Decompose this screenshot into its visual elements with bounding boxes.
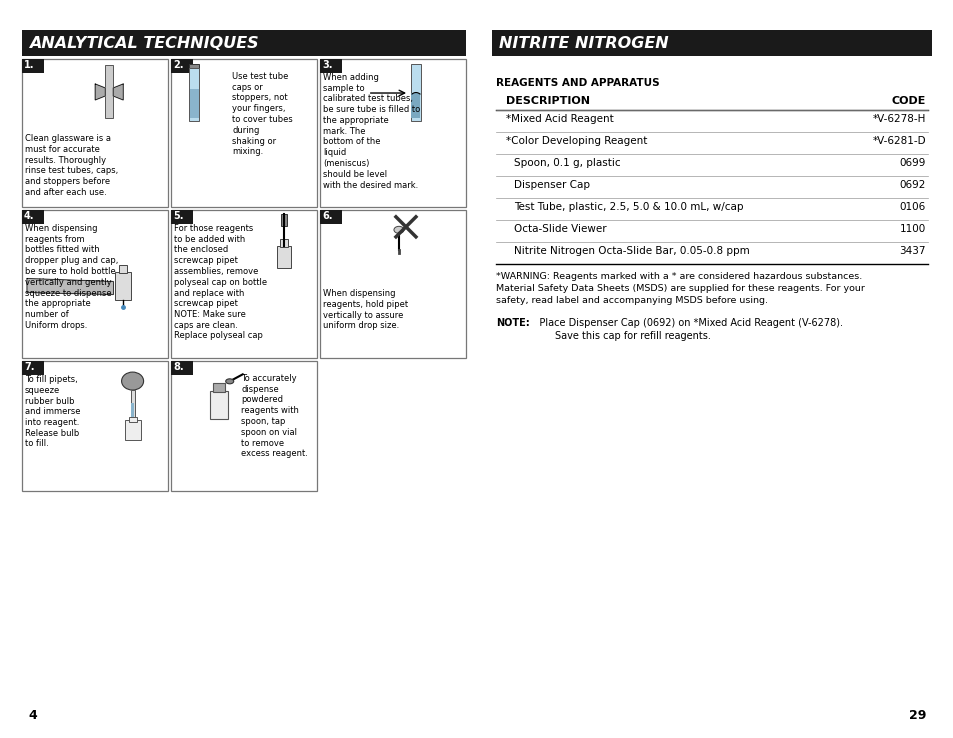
Text: When dispensing
reagents from
bottles fitted with
dropper plug and cap,
be sure : When dispensing reagents from bottles fi… — [25, 224, 118, 330]
Text: Clean glassware is a
must for accurate
results. Thoroughly
rinse test tubes, cap: Clean glassware is a must for accurate r… — [25, 134, 118, 197]
Bar — [411, 64, 420, 121]
Text: To fill pipets,
squeeze
rubber bulb
and immerse
into reagent.
Release bulb
to fi: To fill pipets, squeeze rubber bulb and … — [25, 375, 80, 449]
Text: 3437: 3437 — [899, 246, 925, 256]
Bar — [22, 59, 168, 207]
Text: 6.: 6. — [322, 211, 333, 221]
Bar — [131, 390, 134, 418]
Bar — [210, 391, 228, 419]
Bar — [277, 246, 291, 268]
Bar — [119, 264, 128, 272]
Text: 5.: 5. — [172, 211, 183, 221]
Text: CODE: CODE — [891, 96, 925, 106]
Bar — [411, 92, 420, 118]
Bar — [171, 59, 316, 207]
Text: 1.: 1. — [24, 60, 34, 70]
Ellipse shape — [226, 379, 233, 384]
Bar — [171, 59, 193, 73]
Text: Use test tube
caps or
stoppers, not
your fingers,
to cover tubes
during
shaking : Use test tube caps or stoppers, not your… — [233, 72, 293, 156]
Bar — [171, 361, 193, 375]
Bar — [319, 59, 341, 73]
Text: Spoon, 0.1 g, plastic: Spoon, 0.1 g, plastic — [514, 158, 620, 168]
Ellipse shape — [121, 372, 144, 390]
Bar — [190, 68, 199, 121]
Text: Dispenser Cap: Dispenser Cap — [514, 180, 589, 190]
Text: 0699: 0699 — [899, 158, 925, 168]
Text: ANALYTICAL TECHNIQUES: ANALYTICAL TECHNIQUES — [29, 35, 258, 50]
Bar — [22, 210, 168, 358]
Text: REAGENTS AND APPARATUS: REAGENTS AND APPARATUS — [496, 78, 659, 88]
Text: Octa-Slide Viewer: Octa-Slide Viewer — [514, 224, 606, 234]
Text: 7.: 7. — [24, 362, 34, 372]
Text: 3.: 3. — [322, 60, 333, 70]
Bar — [280, 238, 288, 246]
Text: *WARNING: Reagents marked with a * are considered hazardous substances.
Material: *WARNING: Reagents marked with a * are c… — [496, 272, 864, 305]
Bar — [22, 210, 44, 224]
Polygon shape — [27, 278, 113, 294]
Bar — [22, 30, 465, 56]
Polygon shape — [95, 84, 105, 100]
Text: 4.: 4. — [24, 211, 34, 221]
Text: DESCRIPTION: DESCRIPTION — [505, 96, 589, 106]
Bar — [171, 210, 316, 358]
Text: When dispensing
reagents, hold pipet
vertically to assure
uniform drop size.: When dispensing reagents, hold pipet ver… — [323, 289, 408, 331]
Text: Nitrite Nitrogen Octa-Slide Bar, 0.05-0.8 ppm: Nitrite Nitrogen Octa-Slide Bar, 0.05-0.… — [514, 246, 749, 256]
Text: 0106: 0106 — [899, 202, 925, 212]
Text: 0692: 0692 — [899, 180, 925, 190]
Bar — [213, 383, 225, 393]
Bar — [281, 214, 287, 226]
Bar — [319, 59, 465, 207]
Bar — [105, 65, 113, 118]
Polygon shape — [113, 84, 123, 100]
Text: NITRITE NITROGEN: NITRITE NITROGEN — [498, 35, 668, 50]
Text: NOTE:: NOTE: — [496, 318, 529, 328]
Text: 1100: 1100 — [899, 224, 925, 234]
Text: 29: 29 — [907, 709, 925, 722]
Bar — [190, 64, 199, 69]
Text: *V-6281-D: *V-6281-D — [871, 136, 925, 146]
Text: *Color Developing Reagent: *Color Developing Reagent — [505, 136, 647, 146]
Text: 4: 4 — [28, 709, 37, 722]
Bar — [22, 59, 44, 73]
Text: To accurately
dispense
powdered
reagents with
spoon, tap
spoon on vial
to remove: To accurately dispense powdered reagents… — [241, 374, 308, 458]
Text: *Mixed Acid Reagent: *Mixed Acid Reagent — [505, 114, 613, 124]
Bar — [125, 420, 140, 440]
Bar — [22, 361, 44, 375]
Bar — [171, 210, 193, 224]
Text: *V-6278-H: *V-6278-H — [872, 114, 925, 124]
Bar — [129, 417, 136, 422]
Text: When adding
sample to
calibrated test tubes,
be sure tube is filled to
the appro: When adding sample to calibrated test tu… — [323, 73, 420, 190]
Bar — [22, 361, 168, 491]
Bar — [319, 210, 341, 224]
Ellipse shape — [394, 227, 403, 233]
Text: 2.: 2. — [172, 60, 183, 70]
Bar — [319, 210, 465, 358]
Text: 8.: 8. — [172, 362, 183, 372]
Bar — [115, 272, 132, 300]
Bar — [171, 361, 316, 491]
Bar — [131, 403, 134, 417]
Bar — [190, 89, 199, 118]
Text: Place Dispenser Cap (0692) on *Mixed Acid Reagent (V-6278).
        Save this ca: Place Dispenser Cap (0692) on *Mixed Aci… — [530, 318, 842, 341]
Bar — [492, 30, 931, 56]
Text: For those reagents
to be added with
the enclosed
screwcap pipet
assemblies, remo: For those reagents to be added with the … — [173, 224, 267, 340]
Text: Test Tube, plastic, 2.5, 5.0 & 10.0 mL, w/cap: Test Tube, plastic, 2.5, 5.0 & 10.0 mL, … — [514, 202, 742, 212]
